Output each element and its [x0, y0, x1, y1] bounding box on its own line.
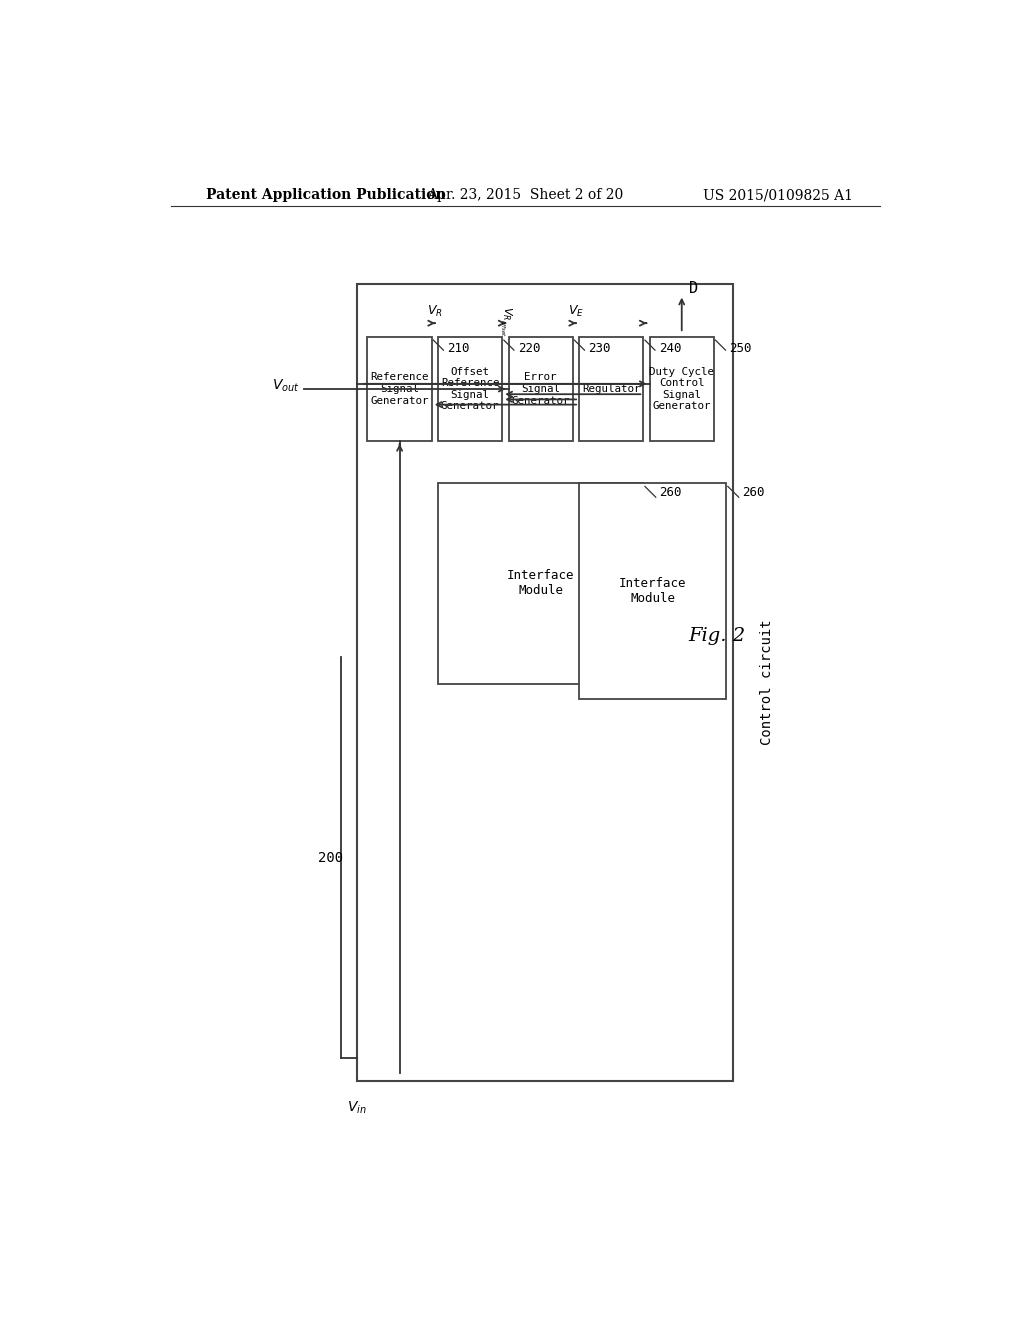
Text: Interface
Module: Interface Module: [618, 577, 686, 605]
Text: Patent Application Publication: Patent Application Publication: [206, 189, 445, 202]
Text: 240: 240: [658, 342, 681, 355]
Text: D: D: [689, 281, 698, 296]
Text: 200: 200: [317, 850, 343, 865]
Bar: [579, 483, 726, 700]
Bar: [649, 337, 714, 441]
Text: 260: 260: [741, 486, 764, 499]
Text: 260: 260: [658, 486, 681, 499]
Text: US 2015/0109825 A1: US 2015/0109825 A1: [702, 189, 853, 202]
Text: $V_{out}$: $V_{out}$: [272, 378, 300, 395]
Text: Reference
Signal
Generator: Reference Signal Generator: [371, 372, 429, 405]
Text: $V_{R_{offset}}$: $V_{R_{offset}}$: [498, 306, 513, 337]
Bar: [356, 284, 732, 1081]
Bar: [579, 337, 643, 441]
Bar: [438, 483, 643, 684]
Text: Regulator: Regulator: [582, 384, 640, 393]
Text: 210: 210: [447, 342, 470, 355]
Text: Offset
Reference
Signal
Generator: Offset Reference Signal Generator: [441, 367, 500, 412]
Text: Duty Cycle
Control
Signal
Generator: Duty Cycle Control Signal Generator: [649, 367, 714, 412]
Bar: [368, 337, 432, 441]
Text: $V_E$: $V_E$: [568, 304, 584, 318]
Text: Fig. 2: Fig. 2: [688, 627, 745, 644]
Text: 230: 230: [589, 342, 611, 355]
Text: Apr. 23, 2015  Sheet 2 of 20: Apr. 23, 2015 Sheet 2 of 20: [427, 189, 623, 202]
Text: 220: 220: [518, 342, 541, 355]
Bar: [509, 337, 572, 441]
Text: Control circuit: Control circuit: [761, 619, 774, 744]
Text: 250: 250: [729, 342, 752, 355]
Text: Interface
Module: Interface Module: [507, 569, 574, 598]
Bar: [438, 337, 503, 441]
Text: $V_R$: $V_R$: [427, 304, 442, 318]
Text: Error
Signal
Generator: Error Signal Generator: [511, 372, 570, 405]
Text: $V_{in}$: $V_{in}$: [347, 1100, 367, 1115]
